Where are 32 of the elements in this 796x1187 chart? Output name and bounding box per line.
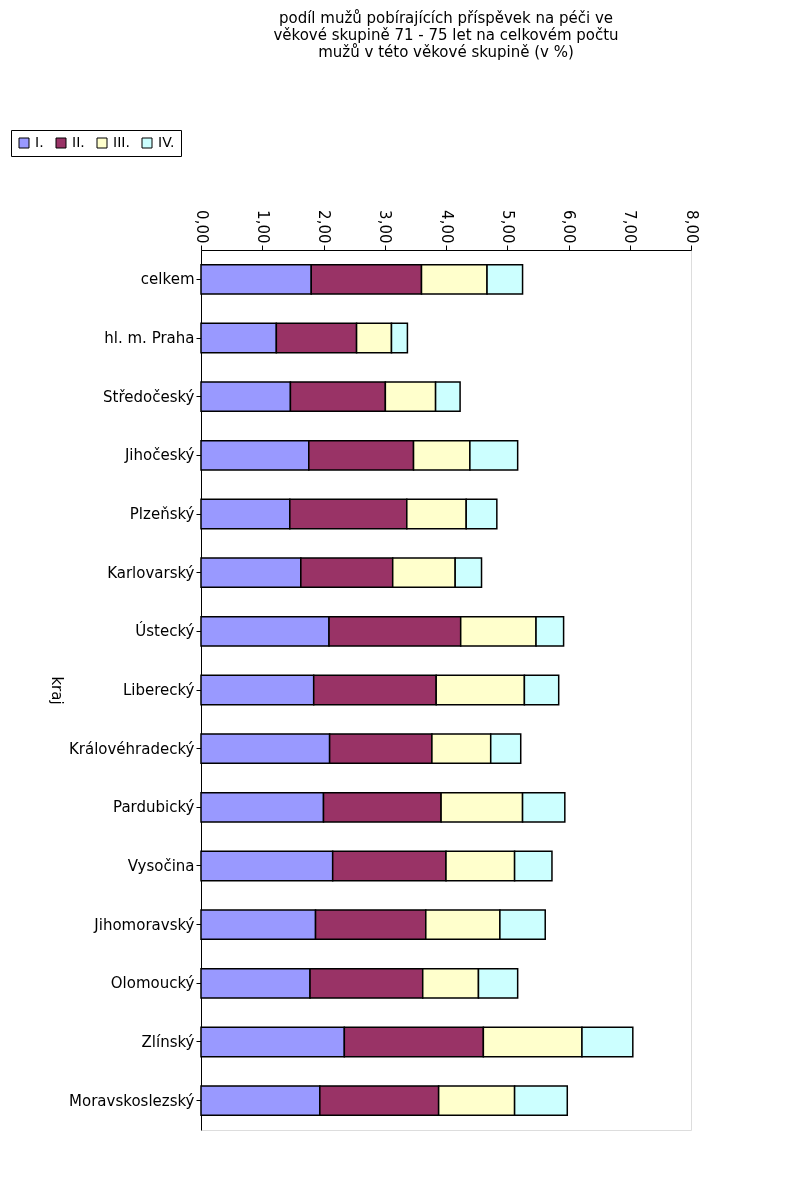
x-tick-label: 6,00	[560, 210, 578, 244]
y-tick-label: Olomoucký	[110, 974, 195, 993]
text: mužů v této věkové skupině (v %)	[318, 42, 574, 61]
x-tick-label: 4,00	[437, 210, 456, 244]
x-tick-label: 0,00	[192, 210, 211, 244]
text: věkové skupině 71 - 75 let na celkovém počtu	[273, 25, 619, 44]
x-tick-label: 8,00	[682, 210, 701, 244]
y-tick-label: Královéhradecký	[68, 739, 195, 758]
y-tick-label: Pardubický	[113, 798, 195, 817]
x-tick-label: 5,00	[498, 210, 517, 244]
y-tick-label: Středočeský	[103, 387, 195, 406]
y-tick-label: Jihočeský	[123, 446, 195, 465]
y-tick-label: Liberecký	[122, 681, 195, 699]
y-tick-label: Jihomoravský	[93, 915, 195, 934]
y-tick-label: Vysočina	[127, 857, 195, 875]
y-tick-label: Karlovarský	[107, 563, 195, 582]
legend-label: II.	[72, 134, 85, 150]
legend-label: III.	[113, 134, 130, 150]
y-tick-label: Zlínský	[141, 1033, 195, 1051]
x-tick-label: 2,00	[315, 210, 333, 244]
y-tick-label: celkem	[140, 270, 195, 289]
legend-label: I.	[35, 134, 44, 150]
y-axis-title: kraj	[47, 676, 66, 705]
x-tick-label: 7,00	[621, 210, 640, 244]
text: podíl mužů pobírajících příspěvek na péči ve	[278, 8, 614, 27]
x-tick-label: 1,00	[253, 210, 272, 244]
y-tick-label: Ústecký	[135, 621, 195, 641]
x-tick-label: 3,00	[376, 210, 395, 244]
y-tick-label: hl. m. Praha	[104, 329, 195, 347]
y-tick-label: Plzeňský	[129, 505, 195, 523]
y-tick-label: Moravskoslezský	[69, 1091, 195, 1110]
legend-label: IV.	[158, 134, 175, 150]
